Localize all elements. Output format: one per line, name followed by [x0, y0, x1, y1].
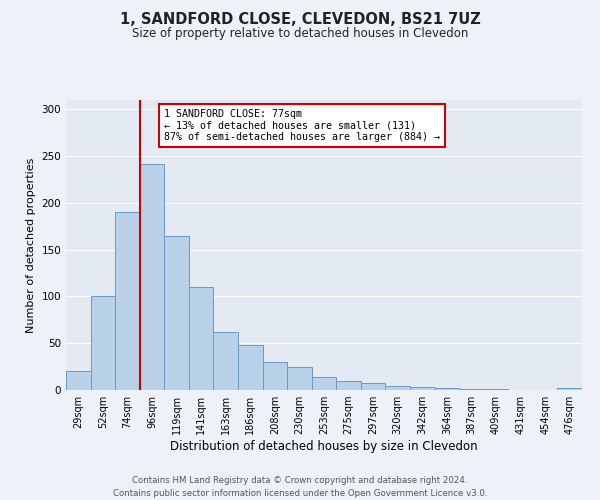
Bar [459, 389, 484, 390]
Bar [361, 382, 385, 390]
Bar [385, 386, 410, 390]
Bar [189, 287, 214, 390]
Bar [557, 388, 582, 390]
Text: 1 SANDFORD CLOSE: 77sqm
← 13% of detached houses are smaller (131)
87% of semi-d: 1 SANDFORD CLOSE: 77sqm ← 13% of detache… [164, 108, 440, 142]
Bar [434, 388, 459, 390]
Bar [164, 236, 189, 390]
Bar [66, 372, 91, 390]
Bar [263, 362, 287, 390]
Bar [91, 296, 115, 390]
Bar [214, 332, 238, 390]
Bar [410, 387, 434, 390]
Bar [287, 366, 312, 390]
Bar [336, 380, 361, 390]
Bar [484, 389, 508, 390]
Bar [115, 212, 140, 390]
Text: 1, SANDFORD CLOSE, CLEVEDON, BS21 7UZ: 1, SANDFORD CLOSE, CLEVEDON, BS21 7UZ [119, 12, 481, 28]
Text: Contains HM Land Registry data © Crown copyright and database right 2024.
Contai: Contains HM Land Registry data © Crown c… [113, 476, 487, 498]
Y-axis label: Number of detached properties: Number of detached properties [26, 158, 36, 332]
Bar [312, 377, 336, 390]
Text: Size of property relative to detached houses in Clevedon: Size of property relative to detached ho… [132, 28, 468, 40]
Bar [238, 345, 263, 390]
X-axis label: Distribution of detached houses by size in Clevedon: Distribution of detached houses by size … [170, 440, 478, 453]
Bar [140, 164, 164, 390]
